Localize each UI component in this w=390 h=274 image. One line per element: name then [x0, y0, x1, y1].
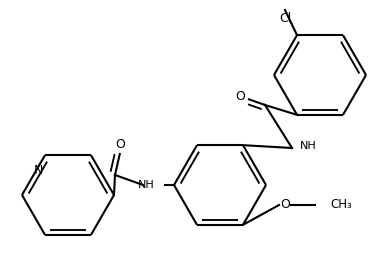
Text: CH₃: CH₃ — [330, 198, 352, 212]
Text: Cl: Cl — [279, 12, 291, 24]
Text: O: O — [115, 138, 125, 152]
Text: O: O — [235, 90, 245, 104]
Text: NH: NH — [300, 141, 317, 151]
Text: N: N — [33, 164, 43, 176]
Text: NH: NH — [138, 180, 155, 190]
Text: O: O — [280, 198, 290, 212]
